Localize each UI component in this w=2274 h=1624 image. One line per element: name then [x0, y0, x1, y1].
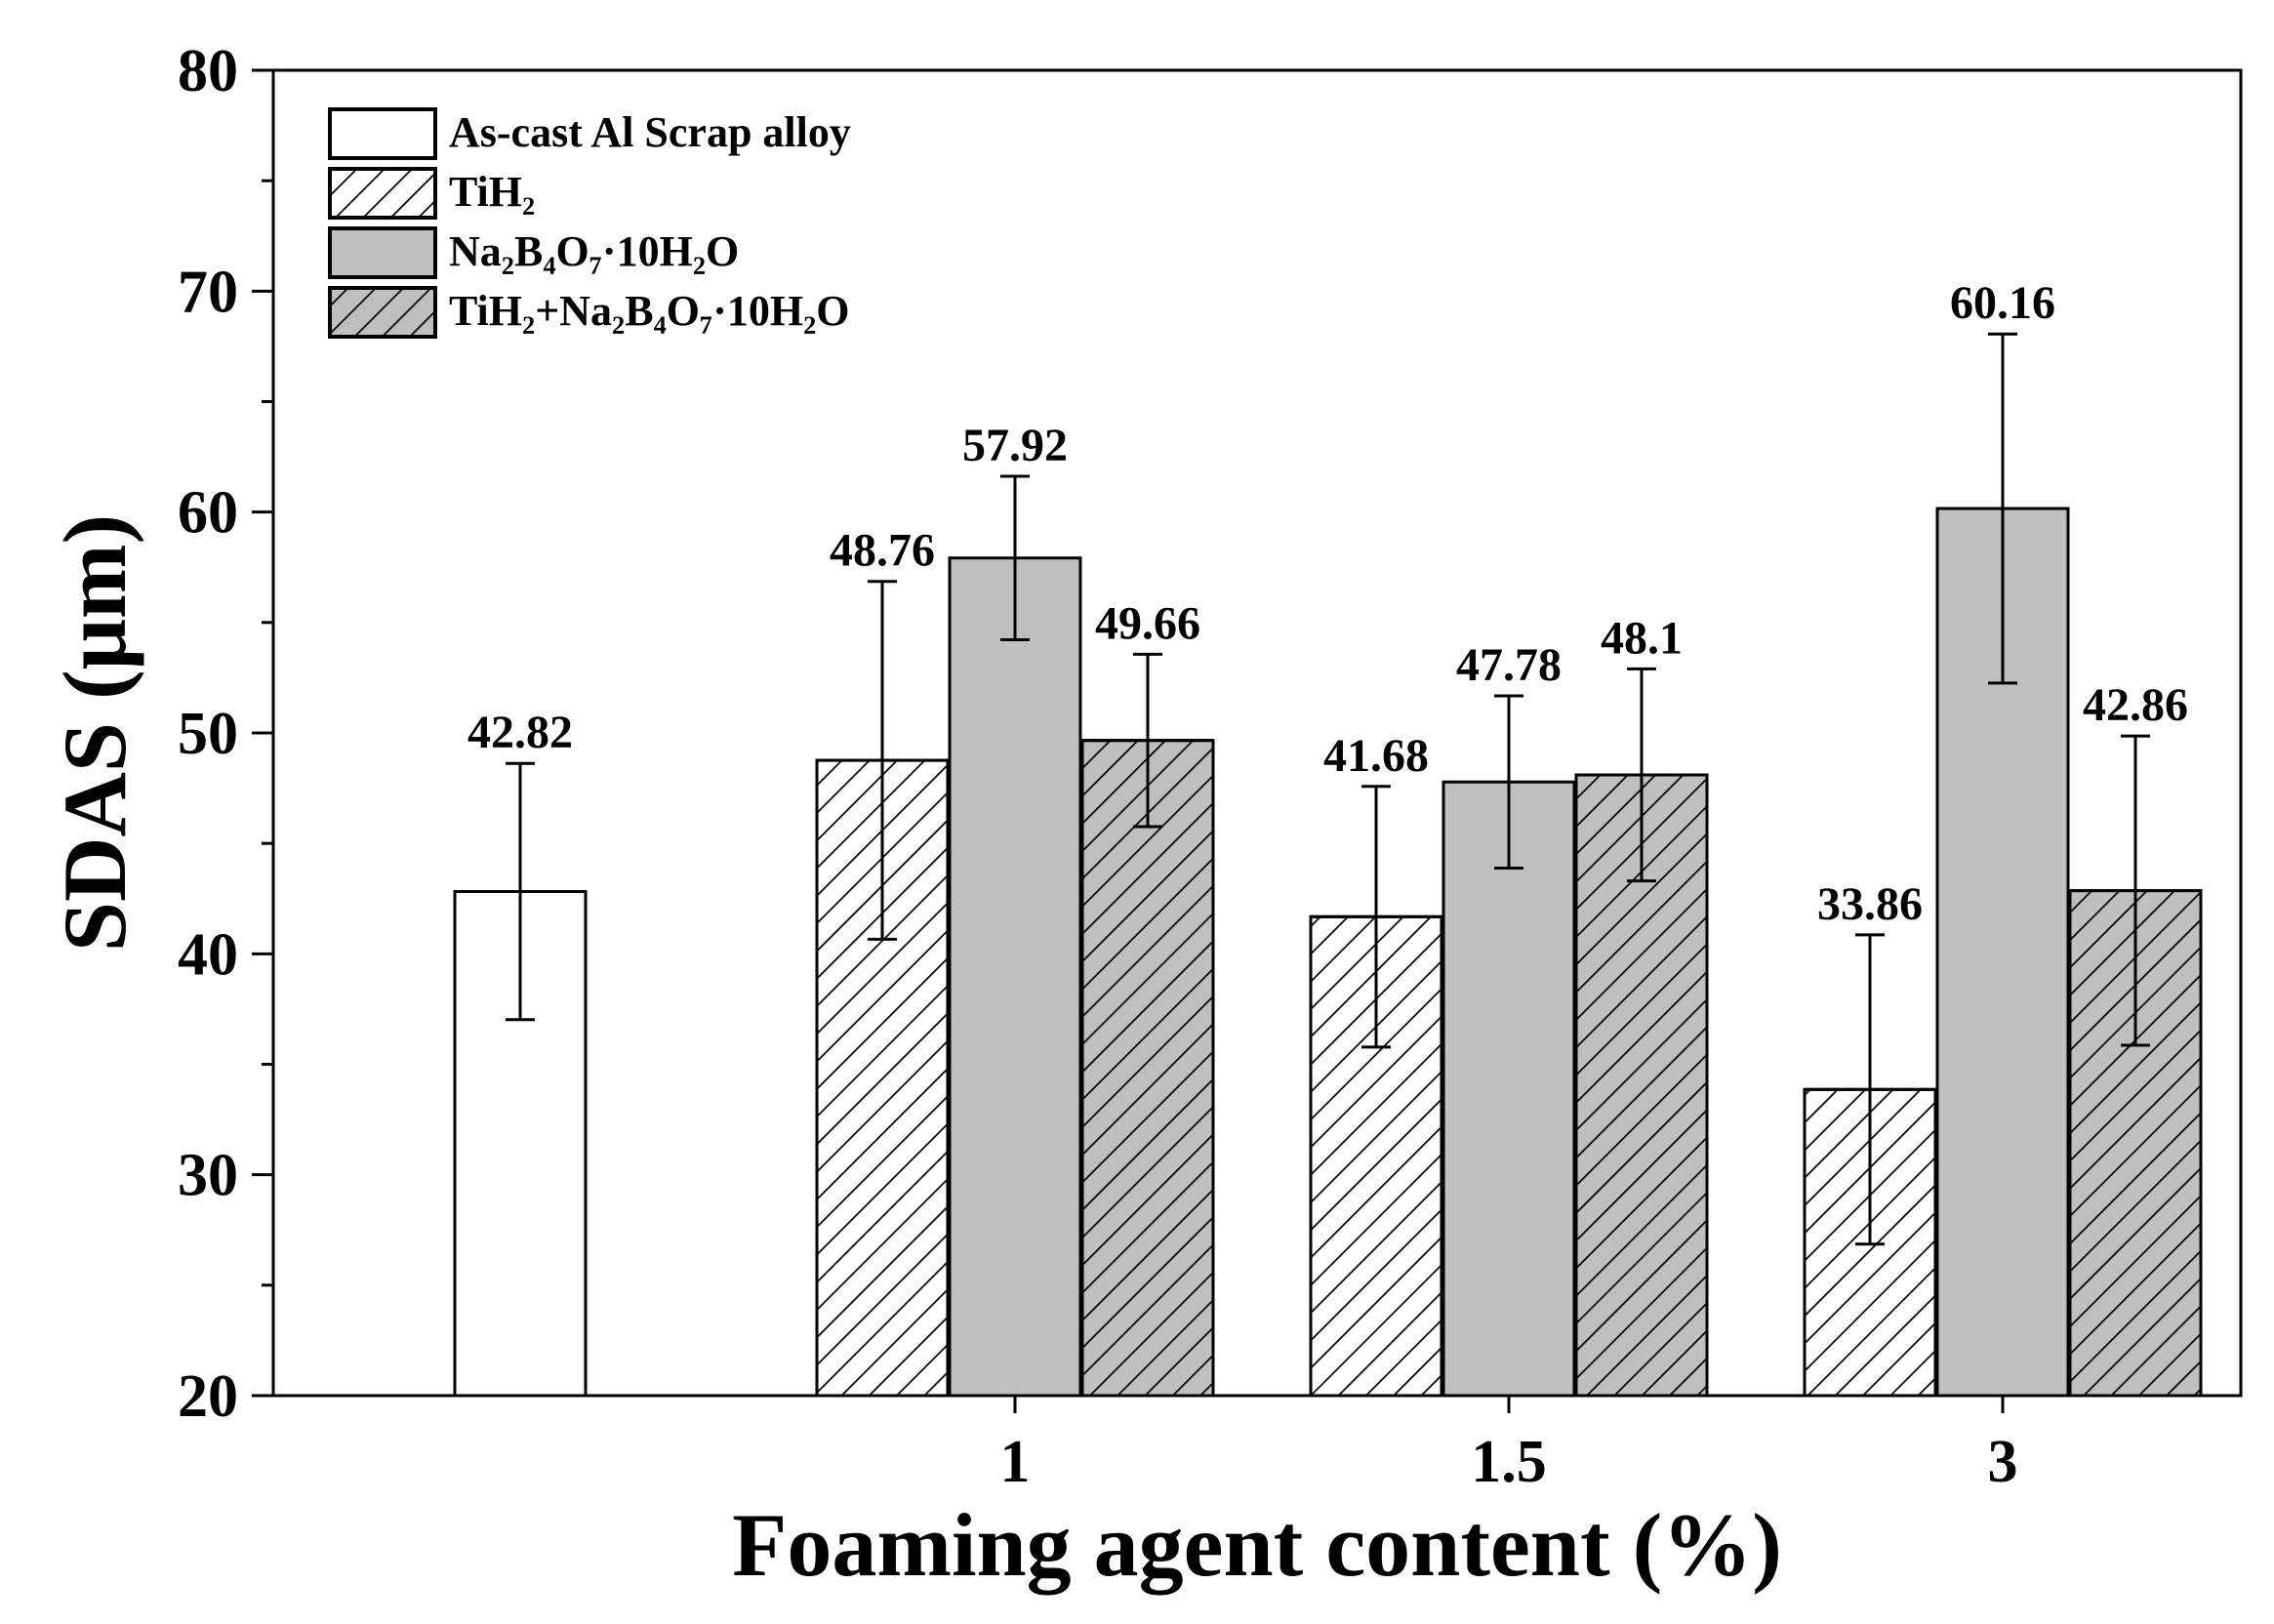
data-label: 42.82 — [467, 707, 573, 758]
bar — [948, 556, 1082, 1398]
x-tick-label: 1 — [1000, 1429, 1031, 1495]
legend-swatch-hatch — [328, 286, 437, 339]
data-label: 60.16 — [1950, 277, 2055, 329]
y-axis-label: SDAS (μm) — [45, 514, 144, 952]
legend-label: As-cast Al Scrap alloy — [449, 108, 851, 156]
y-tick-label: 70 — [178, 259, 238, 325]
y-tick-label: 30 — [178, 1143, 238, 1209]
data-label: 49.66 — [1095, 597, 1200, 649]
x-tick-label: 3 — [1988, 1429, 2018, 1495]
legend: As-cast Al Scrap alloy TiH₂ Na₂B₄O₇·10H₂O T… — [328, 107, 851, 339]
legend-label: TiH₂+Na₂B₄O₇·10H₂O — [449, 287, 850, 335]
y-tick-label: 50 — [178, 701, 238, 767]
legend-label: Na₂B₄O₇·10H₂O — [449, 227, 739, 275]
x-axis-label: Foaming agent content (%) — [732, 1495, 1782, 1595]
legend-label: TiH₂ — [449, 168, 535, 216]
data-label: 41.68 — [1323, 730, 1429, 782]
legend-swatch — [328, 226, 437, 279]
data-label: 57.92 — [962, 420, 1068, 471]
bar — [1442, 780, 1576, 1398]
y-tick-label: 20 — [178, 1363, 238, 1430]
data-label: 47.78 — [1456, 639, 1562, 691]
y-tick-label: 80 — [178, 38, 238, 104]
bar-hatch — [1080, 739, 1215, 1398]
data-label: 42.86 — [2083, 679, 2188, 731]
y-tick-label: 60 — [178, 480, 238, 547]
x-tick-label: 1.5 — [1471, 1429, 1547, 1495]
y-tick-label: 40 — [178, 921, 238, 988]
data-label: 48.76 — [830, 525, 935, 577]
data-label: 48.1 — [1601, 612, 1683, 664]
legend-swatch — [328, 107, 437, 160]
legend-swatch-hatch — [328, 167, 437, 220]
data-label: 33.86 — [1817, 878, 1923, 930]
